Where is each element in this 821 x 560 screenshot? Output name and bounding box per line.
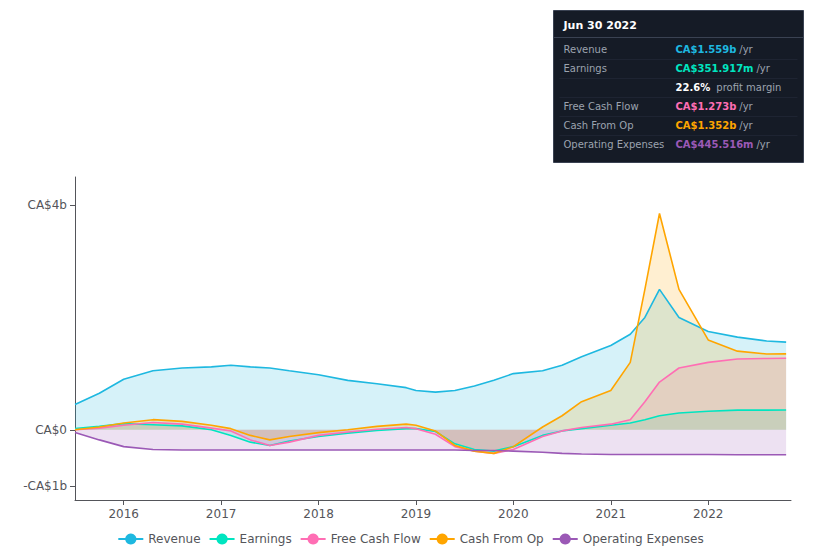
svg-text:Earnings: Earnings: [564, 63, 607, 74]
svg-text:CA$4b: CA$4b: [28, 198, 67, 212]
svg-text:-CA$1b: -CA$1b: [23, 479, 67, 493]
svg-text:Free Cash Flow: Free Cash Flow: [331, 532, 421, 546]
svg-text:CA$0: CA$0: [35, 423, 67, 437]
svg-text:22.6%: 22.6%: [676, 82, 711, 93]
svg-text:CA$1.352b: CA$1.352b: [676, 120, 737, 131]
svg-text:2016: 2016: [108, 507, 139, 521]
svg-text:2022: 2022: [693, 507, 724, 521]
svg-text:/yr: /yr: [757, 63, 771, 74]
svg-text:/yr: /yr: [739, 44, 753, 55]
svg-text:2018: 2018: [303, 507, 334, 521]
svg-text:Revenue: Revenue: [564, 44, 608, 55]
svg-text:Operating Expenses: Operating Expenses: [564, 139, 665, 150]
svg-text:Revenue: Revenue: [148, 532, 200, 546]
svg-text:CA$1.559b: CA$1.559b: [676, 44, 737, 55]
svg-text:/yr: /yr: [739, 101, 753, 112]
svg-text:Free Cash Flow: Free Cash Flow: [564, 101, 639, 112]
svg-text:2017: 2017: [206, 507, 237, 521]
svg-text:/yr: /yr: [739, 120, 753, 131]
svg-text:CA$1.273b: CA$1.273b: [676, 101, 737, 112]
svg-text:2019: 2019: [401, 507, 432, 521]
svg-text:Earnings: Earnings: [240, 532, 292, 546]
svg-text:profit margin: profit margin: [713, 82, 781, 93]
svg-text:2021: 2021: [596, 507, 627, 521]
svg-text:CA$351.917m: CA$351.917m: [676, 63, 754, 74]
svg-text:Operating Expenses: Operating Expenses: [583, 532, 704, 546]
svg-text:Cash From Op: Cash From Op: [460, 532, 544, 546]
svg-text:Cash From Op: Cash From Op: [564, 120, 634, 131]
svg-text:CA$445.516m: CA$445.516m: [676, 139, 754, 150]
svg-text:/yr: /yr: [757, 139, 771, 150]
svg-text:Jun 30 2022: Jun 30 2022: [563, 19, 637, 32]
svg-text:2020: 2020: [498, 507, 529, 521]
